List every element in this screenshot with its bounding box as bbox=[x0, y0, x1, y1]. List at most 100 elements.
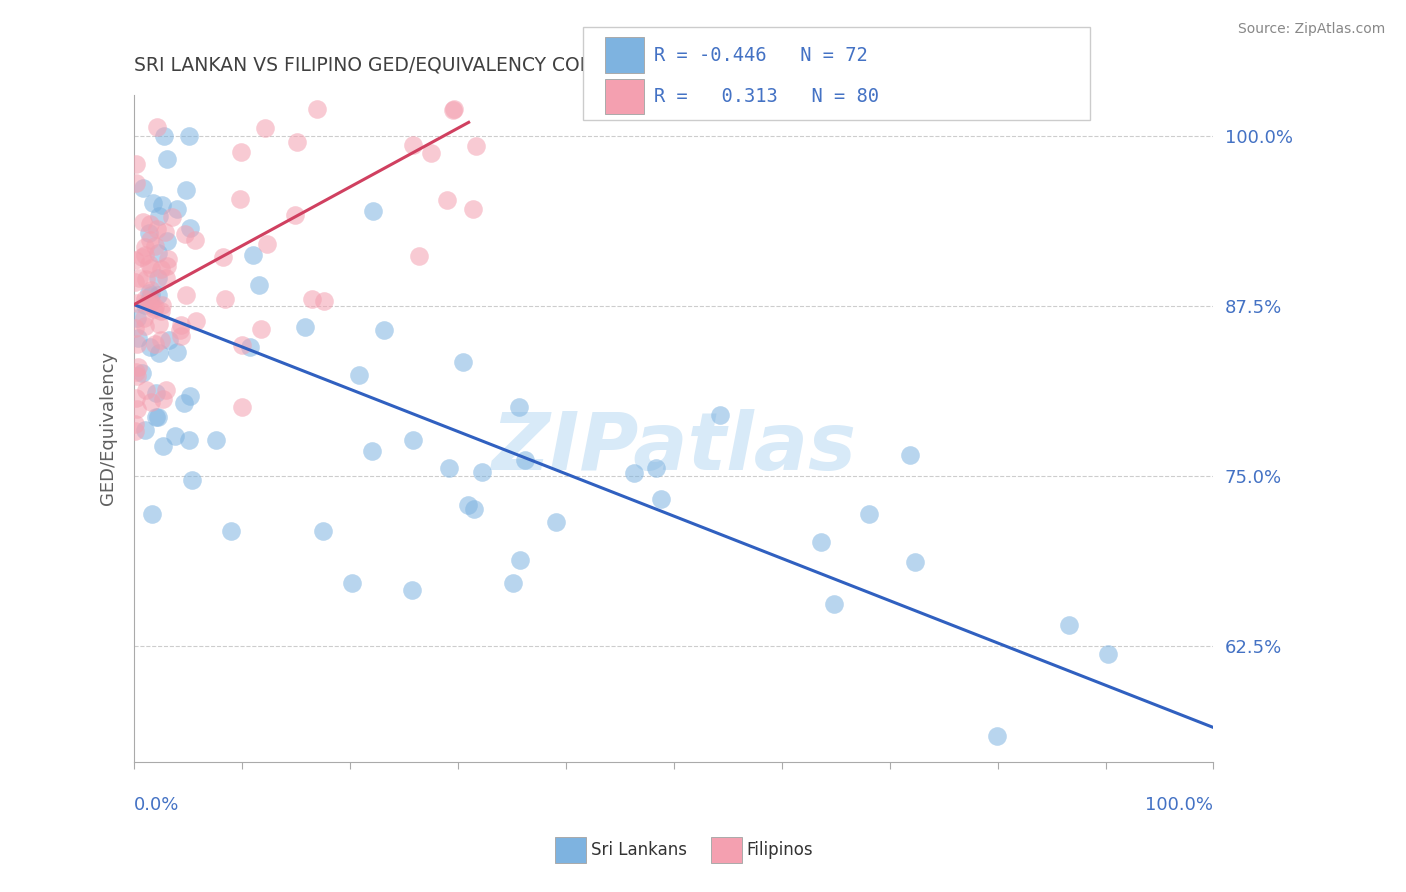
Point bbox=[285, 135, 308, 149]
Point bbox=[132, 310, 155, 325]
Point bbox=[156, 153, 179, 167]
Point bbox=[139, 394, 162, 409]
Point bbox=[239, 340, 262, 354]
Point bbox=[163, 429, 186, 443]
Point bbox=[623, 467, 645, 481]
Point bbox=[256, 237, 278, 252]
Point bbox=[170, 329, 193, 343]
Point bbox=[156, 259, 179, 273]
Point bbox=[177, 433, 200, 447]
Point bbox=[148, 345, 170, 359]
Point bbox=[145, 301, 167, 315]
Point bbox=[149, 262, 172, 277]
Text: Sri Lankans: Sri Lankans bbox=[591, 841, 686, 859]
Point bbox=[124, 275, 146, 289]
Point bbox=[155, 383, 177, 397]
Text: Source: ZipAtlas.com: Source: ZipAtlas.com bbox=[1237, 22, 1385, 37]
Point bbox=[179, 220, 201, 235]
Point bbox=[139, 295, 162, 310]
Point bbox=[134, 318, 156, 333]
Point bbox=[143, 239, 166, 253]
Point bbox=[173, 396, 195, 410]
Point bbox=[898, 448, 921, 462]
Point bbox=[441, 103, 464, 118]
Point bbox=[146, 120, 169, 135]
Point bbox=[142, 301, 165, 316]
Point bbox=[157, 333, 180, 347]
Point bbox=[132, 181, 155, 195]
Point bbox=[134, 423, 156, 437]
Text: R = -0.446   N = 72: R = -0.446 N = 72 bbox=[654, 45, 868, 65]
Point bbox=[127, 331, 149, 345]
Point bbox=[231, 401, 253, 415]
Point bbox=[153, 128, 176, 143]
Point bbox=[650, 491, 672, 506]
Point bbox=[312, 294, 335, 309]
Point bbox=[437, 461, 460, 475]
Point bbox=[152, 392, 174, 406]
Point bbox=[247, 278, 270, 293]
Point bbox=[125, 365, 148, 379]
Point bbox=[125, 310, 148, 325]
Point bbox=[135, 272, 157, 286]
Point bbox=[124, 252, 146, 267]
Point bbox=[508, 553, 530, 567]
Point bbox=[644, 460, 666, 475]
Text: 0.0%: 0.0% bbox=[134, 796, 180, 814]
Point bbox=[420, 145, 443, 160]
Point bbox=[135, 384, 157, 398]
Text: 100.0%: 100.0% bbox=[1146, 796, 1213, 814]
Point bbox=[373, 323, 395, 337]
Point bbox=[180, 473, 202, 487]
Point bbox=[146, 288, 169, 302]
Point bbox=[131, 367, 153, 381]
Point bbox=[139, 261, 162, 276]
Point bbox=[253, 121, 276, 136]
Point bbox=[125, 402, 148, 417]
Point bbox=[823, 597, 845, 611]
Point bbox=[204, 433, 226, 447]
Text: ZIPatlas: ZIPatlas bbox=[491, 409, 856, 487]
Point bbox=[214, 292, 236, 306]
Point bbox=[145, 385, 167, 400]
Point bbox=[858, 508, 880, 522]
Point bbox=[502, 576, 524, 591]
Point bbox=[174, 287, 197, 301]
Point bbox=[139, 217, 162, 231]
Point bbox=[150, 198, 173, 212]
Point bbox=[139, 283, 162, 297]
Point bbox=[463, 202, 485, 217]
Point bbox=[463, 502, 485, 516]
Point bbox=[1097, 647, 1119, 661]
Point bbox=[443, 102, 465, 116]
Point bbox=[340, 575, 363, 590]
Point bbox=[142, 195, 165, 210]
Point bbox=[146, 270, 169, 285]
Point bbox=[125, 337, 148, 351]
Point bbox=[229, 192, 252, 206]
Y-axis label: GED/Equivalency: GED/Equivalency bbox=[100, 351, 117, 506]
Point bbox=[166, 344, 188, 359]
Point bbox=[146, 222, 169, 236]
Point bbox=[471, 465, 494, 479]
Point bbox=[150, 298, 173, 312]
Point bbox=[402, 433, 425, 447]
Point bbox=[134, 297, 156, 311]
Point bbox=[453, 355, 475, 369]
Point bbox=[156, 234, 179, 248]
Point bbox=[138, 257, 160, 271]
Point bbox=[153, 226, 176, 240]
Point bbox=[150, 303, 173, 318]
Point bbox=[513, 452, 536, 467]
Point bbox=[810, 535, 832, 549]
Point bbox=[179, 389, 201, 403]
Point bbox=[986, 730, 1008, 744]
Point bbox=[349, 368, 371, 383]
Point bbox=[212, 250, 235, 264]
Point bbox=[132, 215, 155, 229]
Point bbox=[124, 417, 146, 431]
Point bbox=[134, 247, 156, 261]
Point bbox=[136, 296, 159, 310]
Point bbox=[301, 292, 323, 306]
Point bbox=[231, 338, 253, 352]
